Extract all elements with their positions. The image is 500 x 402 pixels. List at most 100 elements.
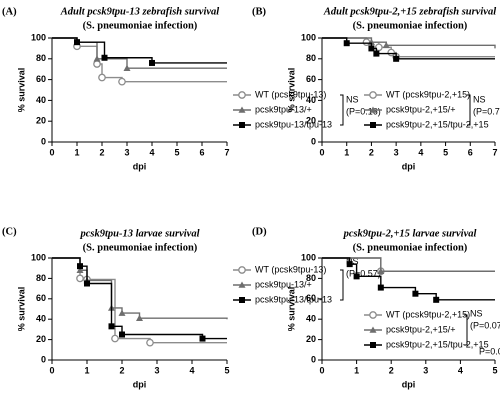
survival-marker bbox=[346, 261, 353, 268]
x-tick-label: 0 bbox=[319, 365, 324, 375]
y-tick-label: 20 bbox=[36, 116, 46, 126]
survival-marker bbox=[111, 334, 119, 343]
survival-marker bbox=[118, 309, 126, 316]
significance-bracket bbox=[340, 269, 344, 301]
legend-marker bbox=[239, 122, 245, 128]
legend-label: WT (pcsk9tpu-2,+15) bbox=[386, 89, 470, 99]
legend-marker bbox=[239, 297, 245, 303]
legend-label: pcsk9tpu-2,+15/+ bbox=[386, 104, 456, 114]
survival-marker bbox=[199, 335, 206, 342]
annotation: (P=0.16) bbox=[346, 106, 381, 116]
legend-marker bbox=[238, 266, 246, 274]
legend-label: pcsk9tpu-13/tpu-13 bbox=[255, 119, 332, 129]
x-tick-label: 7 bbox=[224, 147, 229, 157]
annotation: NS bbox=[470, 308, 483, 318]
survival-marker bbox=[377, 284, 384, 291]
annotation: (P=0.79) bbox=[473, 106, 500, 116]
x-tick-label: 5 bbox=[224, 365, 229, 375]
chart-subtitle: (S. pneumoniae infection) bbox=[353, 20, 468, 31]
survival-marker bbox=[77, 263, 83, 270]
legend-marker bbox=[370, 342, 376, 348]
y-tick-label: 20 bbox=[36, 334, 46, 344]
y-axis-label: % survival bbox=[16, 287, 26, 332]
survival-marker bbox=[393, 55, 400, 62]
chart-subtitle: (S. pneumoniae infection) bbox=[353, 242, 468, 253]
survival-marker bbox=[377, 267, 385, 275]
y-tick-label: 80 bbox=[36, 53, 46, 63]
y-tick-label: 40 bbox=[306, 314, 316, 324]
annotation: P=0.038 bbox=[479, 346, 500, 356]
survival-marker bbox=[353, 273, 360, 280]
x-tick-label: 5 bbox=[174, 147, 179, 157]
x-tick-label: 1 bbox=[354, 365, 359, 375]
y-tick-label: 100 bbox=[301, 252, 316, 262]
y-tick-label: 100 bbox=[301, 32, 316, 42]
annotation: NS bbox=[346, 94, 359, 104]
x-tick-label: 6 bbox=[468, 147, 473, 157]
y-tick-label: 0 bbox=[311, 136, 316, 146]
survival-marker bbox=[76, 266, 84, 274]
survival-marker bbox=[118, 77, 126, 86]
survival-marker bbox=[84, 280, 90, 287]
survival-marker bbox=[412, 290, 419, 297]
annotation: (P=0.078) bbox=[470, 320, 500, 330]
y-tick-label: 100 bbox=[31, 32, 46, 42]
x-tick-label: 1 bbox=[74, 147, 79, 157]
y-tick-label: 0 bbox=[311, 354, 316, 364]
legend-marker bbox=[370, 122, 376, 128]
panel-label: (C) bbox=[2, 226, 17, 237]
y-tick-label: 60 bbox=[36, 74, 46, 84]
legend-label: pcsk9tpu-13/+ bbox=[255, 104, 312, 114]
y-tick-label: 100 bbox=[31, 252, 46, 262]
x-tick-label: 3 bbox=[394, 147, 399, 157]
x-tick-label: 4 bbox=[418, 147, 423, 157]
legend-label: pcsk9tpu-2,+15/tpu-2,+15 bbox=[386, 119, 489, 129]
y-axis-label: % survival bbox=[16, 68, 26, 113]
legend-marker bbox=[369, 91, 377, 99]
legend-label: WT (pcsk9tpu-13) bbox=[255, 89, 326, 99]
legend-marker bbox=[369, 311, 377, 319]
survival-marker bbox=[368, 45, 375, 52]
y-tick-label: 20 bbox=[306, 116, 316, 126]
y-tick-label: 0 bbox=[41, 354, 46, 364]
survival-marker bbox=[374, 43, 383, 52]
legend-marker bbox=[369, 106, 377, 113]
y-tick-label: 0 bbox=[41, 136, 46, 146]
survival-marker bbox=[98, 73, 106, 82]
survival-marker bbox=[74, 39, 80, 46]
legend-marker bbox=[238, 281, 246, 288]
annotation: (P=0.57) bbox=[346, 268, 381, 278]
x-tick-label: 2 bbox=[389, 365, 394, 375]
x-tick-label: 2 bbox=[369, 147, 374, 157]
y-tick-label: 60 bbox=[36, 293, 46, 303]
survival-marker bbox=[433, 296, 440, 303]
survival-marker bbox=[119, 331, 125, 338]
annotation: NS bbox=[473, 94, 486, 104]
x-axis-label: dpi bbox=[133, 379, 147, 389]
x-axis-label: dpi bbox=[133, 161, 147, 171]
x-tick-label: 1 bbox=[84, 365, 89, 375]
y-tick-label: 60 bbox=[306, 74, 316, 84]
legend-marker bbox=[238, 106, 246, 113]
legend-label: pcsk9tpu-13/+ bbox=[255, 279, 312, 289]
x-axis-label: dpi bbox=[402, 161, 416, 171]
survival-marker bbox=[76, 274, 84, 283]
y-tick-label: 20 bbox=[306, 334, 316, 344]
chart-subtitle: (S. pneumoniae infection) bbox=[83, 242, 198, 253]
x-tick-label: 5 bbox=[492, 365, 497, 375]
x-tick-label: 5 bbox=[443, 147, 448, 157]
significance-bracket bbox=[467, 94, 471, 126]
survival-marker bbox=[123, 64, 131, 71]
y-axis-label: % survival bbox=[286, 68, 296, 113]
survival-marker bbox=[373, 50, 380, 57]
legend-label: WT (pcsk9tpu-13) bbox=[255, 264, 326, 274]
survival-marker bbox=[343, 40, 350, 47]
x-tick-label: 2 bbox=[99, 147, 104, 157]
survival-marker bbox=[101, 54, 108, 61]
y-tick-label: 80 bbox=[36, 273, 46, 283]
panel-label: (D) bbox=[252, 226, 267, 237]
y-tick-label: 80 bbox=[306, 273, 316, 283]
chart-title: Adult pcsk9tpu-13 zebrafish survival bbox=[60, 6, 219, 17]
chart-subtitle: (S. pneumoniae infection) bbox=[83, 20, 198, 31]
chart-title: pcsk9tpu-13 larvae survival bbox=[80, 228, 200, 239]
